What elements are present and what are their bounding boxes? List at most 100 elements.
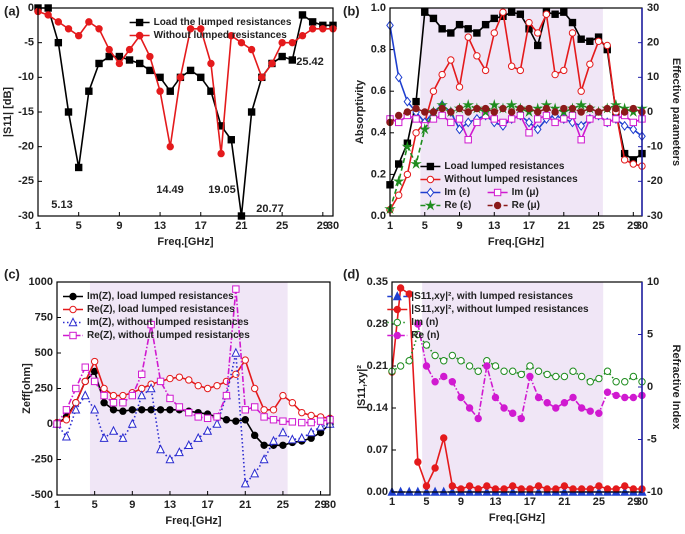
annotation: 14.49 (156, 184, 184, 196)
y-tick-label: -10 (18, 71, 34, 83)
marker (447, 118, 455, 127)
x-tick-label: 13 (154, 220, 166, 232)
marker (474, 414, 482, 423)
marker (269, 435, 279, 445)
marker (457, 357, 465, 365)
legend-marker (393, 305, 401, 314)
marker (516, 10, 525, 18)
annotation: 19.05 (208, 184, 236, 196)
marker (108, 425, 118, 435)
marker (500, 404, 508, 412)
legend-marker (392, 291, 402, 301)
y-tick-label: 1.0 (371, 2, 386, 14)
y2-tick-label: 5 (647, 328, 653, 340)
x-tick-label: 5 (423, 496, 429, 508)
x-axis-label: Freq.[GHz] (489, 512, 546, 524)
marker (447, 29, 455, 37)
panel-label: (c) (4, 266, 20, 281)
marker (185, 408, 193, 417)
legend-marker (424, 199, 437, 211)
x-tick-label: 13 (164, 499, 176, 511)
marker (258, 73, 266, 82)
marker (146, 66, 154, 75)
marker (422, 362, 431, 370)
x-axis-label: Freq.[GHz] (488, 236, 545, 248)
marker (603, 388, 612, 396)
x-axis-label: Freq.[GHz] (157, 236, 214, 248)
marker (259, 454, 269, 464)
marker (447, 108, 455, 116)
marker (279, 391, 287, 400)
marker (517, 414, 526, 423)
marker (500, 367, 508, 375)
marker (403, 170, 412, 179)
legend-marker (493, 188, 502, 197)
marker (74, 32, 83, 40)
marker (431, 464, 439, 472)
marker (227, 32, 235, 40)
y-tick-label: 750 (35, 311, 53, 323)
marker (185, 376, 193, 384)
marker (499, 104, 507, 113)
marker (298, 408, 306, 417)
legend-marker (493, 201, 502, 210)
marker (109, 399, 118, 407)
annotation: 25.42 (296, 56, 324, 68)
plot-frame (37, 7, 334, 217)
marker (534, 29, 542, 37)
marker (603, 118, 611, 127)
marker (525, 117, 533, 128)
marker (568, 111, 577, 120)
y2-tick-label: 0 (647, 106, 653, 118)
marker (81, 377, 89, 386)
marker (90, 404, 100, 414)
marker (308, 18, 317, 26)
marker (166, 87, 174, 95)
marker (612, 378, 620, 386)
marker (297, 432, 307, 442)
marker (125, 45, 134, 54)
x-tick-label: 21 (235, 220, 247, 232)
marker (448, 351, 457, 360)
y-tick-label: -25 (18, 175, 34, 187)
marker (621, 378, 629, 386)
legend-label: Im (n) (411, 317, 438, 328)
x-tick-label: 17 (523, 220, 535, 232)
legend-label: Load the lumped resistances (154, 17, 292, 28)
marker (499, 118, 507, 127)
marker (629, 393, 638, 402)
marker (287, 434, 297, 444)
marker (465, 482, 474, 490)
y-tick-label: 250 (35, 382, 53, 394)
y-tick-label: 0 (28, 2, 34, 14)
marker (577, 35, 585, 43)
marker (64, 25, 73, 33)
x-tick-label: 1 (54, 499, 60, 511)
marker (119, 399, 127, 407)
marker (396, 284, 405, 292)
marker (319, 25, 327, 33)
marker (85, 18, 93, 26)
marker (612, 485, 620, 493)
marker (552, 372, 560, 381)
marker (403, 108, 412, 116)
x-tick-label: 21 (239, 499, 251, 511)
marker (308, 25, 317, 33)
marker (412, 104, 420, 113)
marker (488, 99, 501, 110)
marker (184, 439, 194, 449)
marker (396, 362, 405, 370)
marker (481, 104, 490, 113)
marker (603, 104, 611, 113)
y2-tick-label: 30 (647, 2, 659, 14)
marker (95, 25, 103, 33)
marker (203, 384, 212, 393)
x-tick-label: 17 (201, 499, 213, 511)
marker (473, 29, 481, 37)
y-tick-label: 0.2 (371, 168, 386, 180)
marker (516, 66, 525, 75)
marker (90, 357, 99, 366)
y-axis-label: Zeff[ohm] (21, 363, 33, 414)
marker (508, 367, 517, 375)
marker (464, 117, 473, 128)
